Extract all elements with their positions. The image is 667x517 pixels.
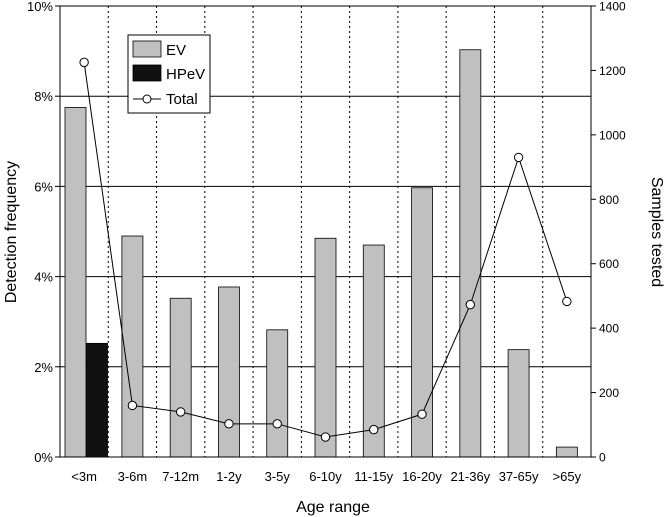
bar-ev [266, 329, 289, 458]
y-tick-label: 0% [34, 450, 53, 465]
bar-ev [169, 297, 192, 458]
y2-tick-label: 0 [599, 451, 606, 465]
line-series [79, 57, 572, 442]
y-tick-label: 2% [34, 360, 53, 375]
x-tick-label: 3-6m [118, 469, 148, 484]
y2-tick-label: 600 [599, 257, 619, 271]
bar-ev [218, 286, 240, 458]
point-total [175, 407, 186, 417]
point-total [465, 299, 476, 310]
point-total [272, 419, 282, 429]
legend-label-hpev: HPeV [166, 66, 205, 83]
y2-tick-label: 1000 [599, 128, 626, 142]
x-tick-label: 1-2y [216, 469, 242, 484]
point-total [79, 57, 89, 68]
bar-ev [314, 237, 337, 458]
legend-swatch-hpev [132, 64, 162, 82]
y-tick-label: 10% [27, 0, 53, 14]
point-total [562, 296, 572, 307]
y2-tick-label: 1200 [599, 64, 626, 78]
x-tick-label: >65y [553, 469, 582, 484]
x-tick-label: 6-10y [309, 469, 342, 484]
legend-swatch-ev [132, 40, 162, 58]
y2-tick-label: 400 [599, 322, 619, 336]
point-total [127, 400, 138, 411]
y2-tick-label: 200 [599, 386, 619, 400]
x-tick-label: 21-36y [450, 469, 490, 484]
y-tick-label: 6% [34, 179, 53, 194]
x-tick-label: 37-65y [499, 469, 539, 484]
legend-label-ev: EV [166, 42, 186, 59]
bar-ev [459, 49, 482, 458]
y-tick-label: 8% [34, 89, 53, 104]
point-total [320, 432, 331, 442]
y-axis-title: Detection frequency [3, 161, 20, 303]
x-axis-title: Age range [296, 499, 370, 516]
x-tick-label: 11-15y [354, 469, 393, 484]
axes [55, 5, 596, 458]
y2-tick-label: 800 [599, 193, 619, 207]
point-total [513, 152, 524, 163]
bar-ev [64, 107, 87, 458]
bar-hpev [86, 342, 108, 458]
legend-label-total: Total [166, 91, 198, 108]
x-tick-label: <3m [71, 469, 97, 484]
x-tick-label: 16-20y [402, 469, 442, 484]
legend-swatch-total-marker [142, 94, 152, 104]
point-total [417, 409, 427, 419]
y2-axis-title: Samples tested [648, 177, 665, 287]
tick-labels: 0% 2% 4% 6% 8% 10% 0 200 400 600 800 1000 1200 1400 <3… [27, 0, 626, 484]
y2-tick-label: 1400 [599, 0, 626, 14]
x-tick-label: 7-12m [162, 469, 199, 484]
bar-ev [121, 235, 144, 458]
y-tick-label: 4% [34, 270, 53, 285]
point-total [224, 419, 234, 429]
bar-ev [555, 446, 578, 458]
x-tick-label: 3-5y [265, 469, 291, 484]
point-total [369, 424, 379, 435]
legend: EV HPeV Total [127, 34, 211, 114]
bar-ev [507, 349, 530, 458]
